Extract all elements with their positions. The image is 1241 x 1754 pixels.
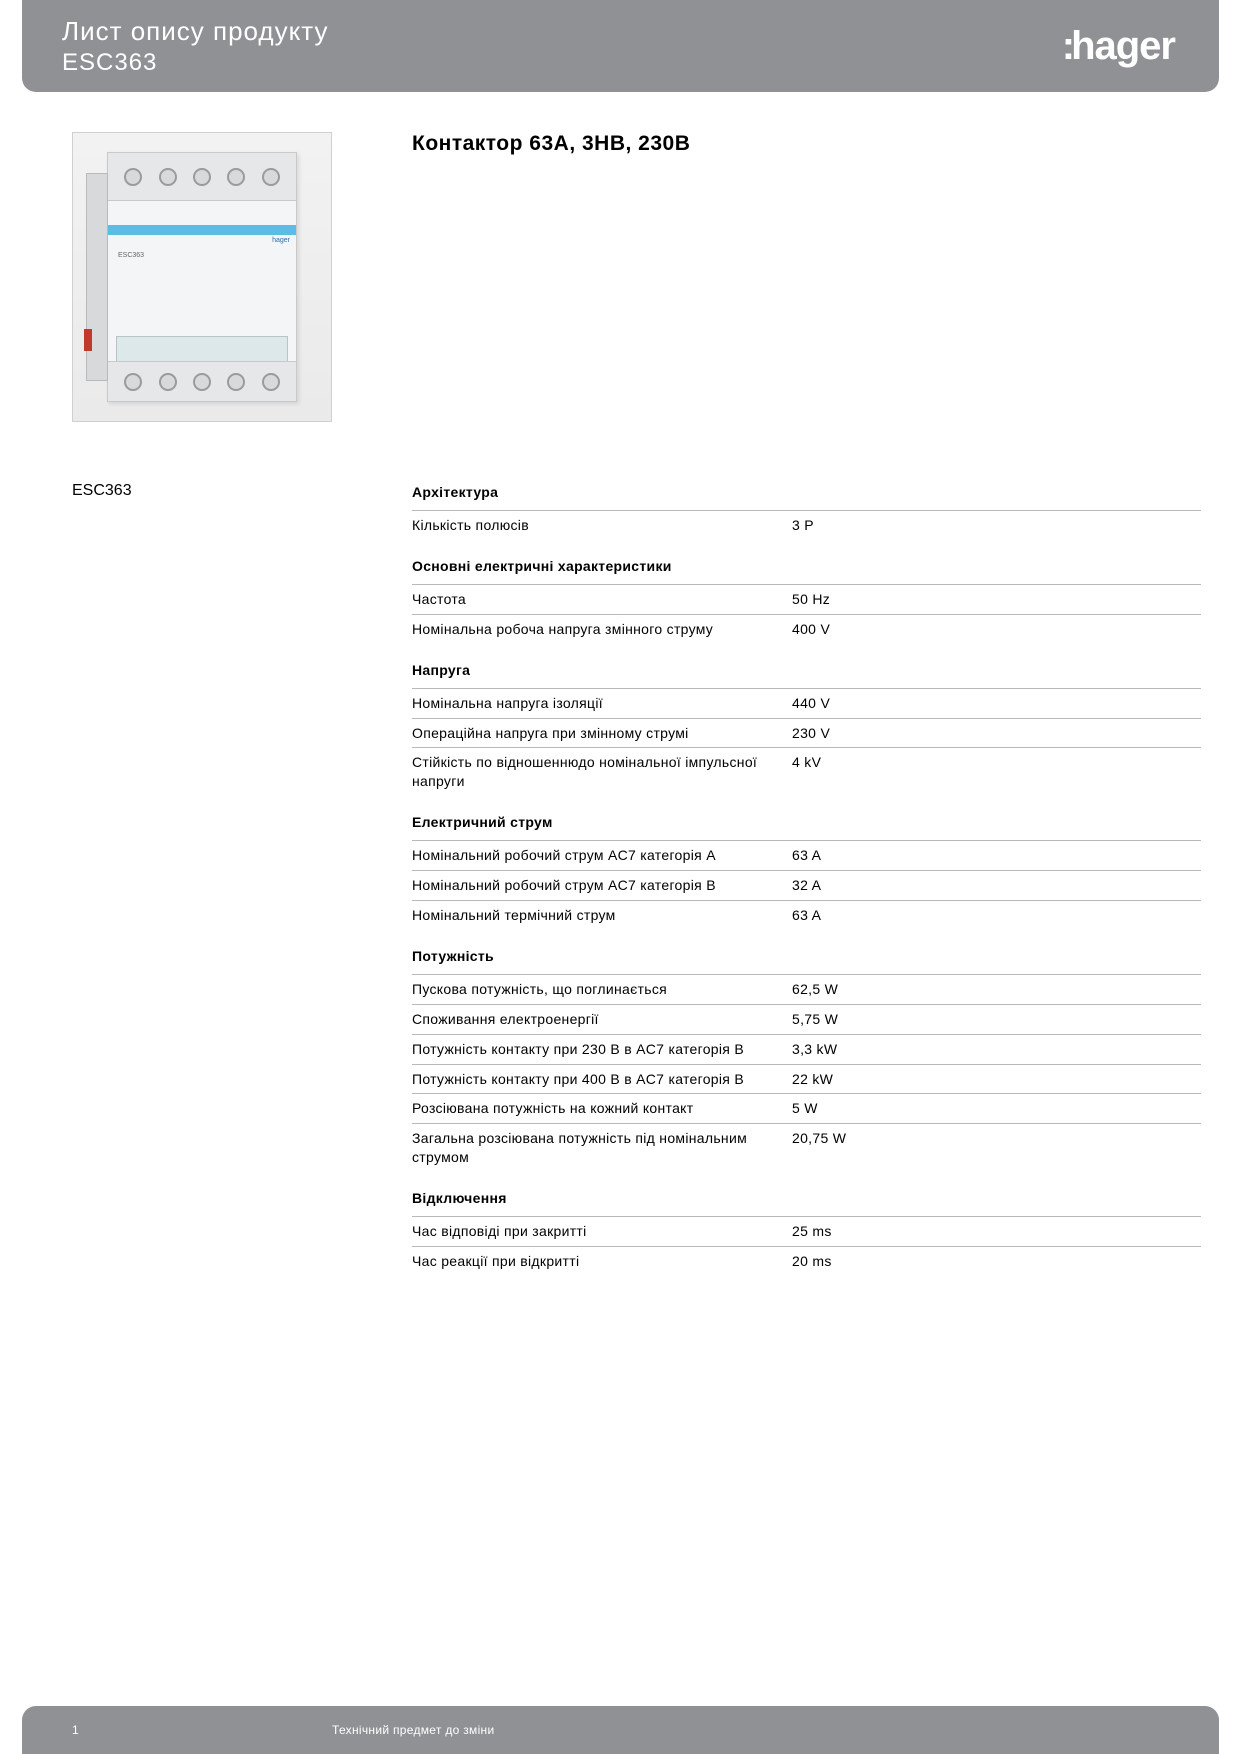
- spec-label: Номінальний термічний струм: [412, 906, 792, 925]
- brand-name: hager: [1071, 24, 1175, 68]
- header-text-block: Лист опису продукту ESC363: [62, 16, 328, 77]
- spec-value: 400 V: [792, 620, 1201, 639]
- spec-row: Частота50 Hz: [412, 584, 1201, 614]
- spec-value: 22 kW: [792, 1070, 1201, 1089]
- footer-bar: 1 Технічний предмет до зміни: [22, 1706, 1219, 1754]
- content-area: hager ESC363 ESC363 Контактор 63A, 3НВ, …: [0, 92, 1241, 1276]
- spec-row: Номінальна напруга ізоляції440 V: [412, 688, 1201, 718]
- spec-row: Пускова потужність, що поглинається62,5 …: [412, 974, 1201, 1004]
- spec-row: Номінальний робочий струм AC7 категорія …: [412, 840, 1201, 870]
- right-column: Контактор 63A, 3НВ, 230В АрхітектураКіль…: [382, 132, 1201, 1276]
- spec-row: Операційна напруга при змінному струмі23…: [412, 718, 1201, 748]
- spec-row: Стійкість по відношеннюдо номінальної ім…: [412, 747, 1201, 796]
- spec-value: 5,75 W: [792, 1010, 1201, 1029]
- spec-label: Номінальний робочий струм AC7 категорія …: [412, 846, 792, 865]
- spec-value: 3 P: [792, 516, 1201, 535]
- page-number: 1: [72, 1723, 332, 1737]
- device-illustration: hager ESC363: [107, 152, 297, 402]
- section-heading: Відключення: [412, 1182, 1201, 1216]
- spec-row: Загальна розсіювана потужність під номін…: [412, 1123, 1201, 1172]
- spec-label: Потужність контакту при 230 В в AC7 кате…: [412, 1040, 792, 1059]
- spec-label: Загальна розсіювана потужність під номін…: [412, 1129, 792, 1167]
- spec-value: 20,75 W: [792, 1129, 1201, 1167]
- spec-label: Час відповіді при закритті: [412, 1222, 792, 1241]
- spec-value: 3,3 kW: [792, 1040, 1201, 1059]
- spec-row: Номінальна робоча напруга змінного струм…: [412, 614, 1201, 644]
- section-heading: Електричний струм: [412, 806, 1201, 840]
- spec-label: Номінальна робоча напруга змінного струм…: [412, 620, 792, 639]
- section-heading: Основні електричні характеристики: [412, 550, 1201, 584]
- page-title: Лист опису продукту: [62, 16, 328, 47]
- spec-value: 5 W: [792, 1099, 1201, 1118]
- header-bar: Лист опису продукту ESC363 :hager: [22, 0, 1219, 92]
- spec-row: Розсіювана потужність на кожний контакт5…: [412, 1093, 1201, 1123]
- spec-value: 230 V: [792, 724, 1201, 743]
- spec-value: 20 ms: [792, 1252, 1201, 1271]
- spec-label: Час реакції при відкритті: [412, 1252, 792, 1271]
- spec-label: Номінальний робочий струм AC7 категорія …: [412, 876, 792, 895]
- spec-value: 50 Hz: [792, 590, 1201, 609]
- spec-value: 32 A: [792, 876, 1201, 895]
- spec-label: Стійкість по відношеннюдо номінальної ім…: [412, 753, 792, 791]
- brand-logo: :hager: [1062, 24, 1175, 69]
- left-column: hager ESC363 ESC363: [72, 132, 382, 1276]
- spec-row: Потужність контакту при 230 В в AC7 кате…: [412, 1034, 1201, 1064]
- spec-row: Кількість полюсів3 P: [412, 510, 1201, 540]
- spec-value: 440 V: [792, 694, 1201, 713]
- spec-value: 4 kV: [792, 753, 1201, 791]
- spec-label: Частота: [412, 590, 792, 609]
- product-title: Контактор 63A, 3НВ, 230В: [412, 132, 1201, 156]
- spec-value: 63 A: [792, 846, 1201, 865]
- spec-row: Номінальний робочий струм AC7 категорія …: [412, 870, 1201, 900]
- spec-value: 62,5 W: [792, 980, 1201, 999]
- product-code-caption: ESC363: [72, 482, 382, 500]
- device-brand-label: hager: [108, 235, 296, 246]
- spec-label: Кількість полюсів: [412, 516, 792, 535]
- footer-note: Технічний предмет до зміни: [332, 1723, 494, 1737]
- spec-row: Споживання електроенергії5,75 W: [412, 1004, 1201, 1034]
- section-heading: Потужність: [412, 940, 1201, 974]
- spec-label: Пускова потужність, що поглинається: [412, 980, 792, 999]
- product-code-header: ESC363: [62, 49, 328, 77]
- spec-label: Споживання електроенергії: [412, 1010, 792, 1029]
- spec-value: 25 ms: [792, 1222, 1201, 1241]
- spec-row: Номінальний термічний струм63 A: [412, 900, 1201, 930]
- product-image: hager ESC363: [72, 132, 332, 422]
- spec-value: 63 A: [792, 906, 1201, 925]
- spec-row: Час реакції при відкритті20 ms: [412, 1246, 1201, 1276]
- section-heading: Напруга: [412, 654, 1201, 688]
- spec-label: Потужність контакту при 400 В в AC7 кате…: [412, 1070, 792, 1089]
- spec-row: Потужність контакту при 400 В в AC7 кате…: [412, 1064, 1201, 1094]
- spec-sections: АрхітектураКількість полюсів3 PОсновні е…: [412, 476, 1201, 1276]
- spec-row: Час відповіді при закритті25 ms: [412, 1216, 1201, 1246]
- section-heading: Архітектура: [412, 476, 1201, 510]
- spec-label: Розсіювана потужність на кожний контакт: [412, 1099, 792, 1118]
- spec-label: Номінальна напруга ізоляції: [412, 694, 792, 713]
- spec-label: Операційна напруга при змінному струмі: [412, 724, 792, 743]
